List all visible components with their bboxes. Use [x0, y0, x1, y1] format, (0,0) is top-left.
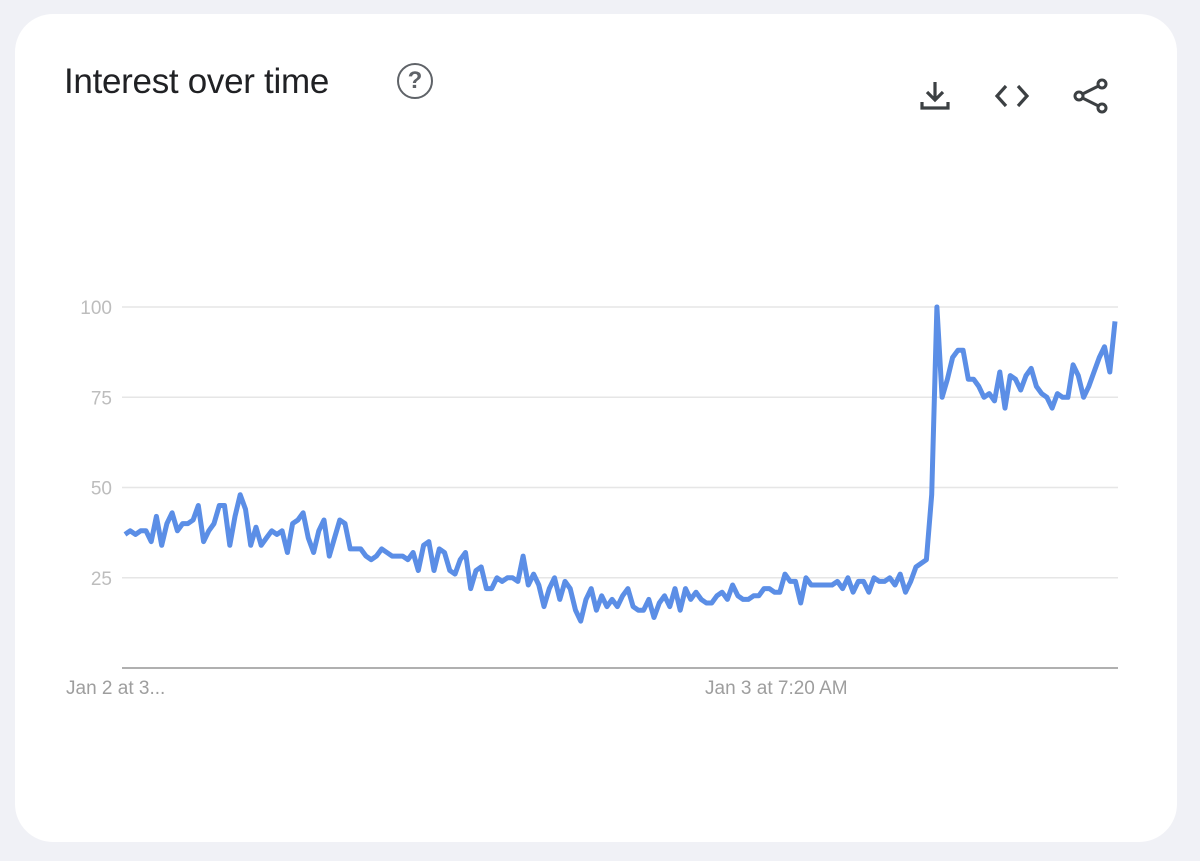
- share-icon[interactable]: [1071, 76, 1111, 116]
- y-tick-label: 100: [80, 298, 112, 319]
- x-tick-label: Jan 2 at 3...: [66, 678, 165, 699]
- card-title: Interest over time: [64, 62, 329, 101]
- x-tick-label: Jan 3 at 7:20 AM: [705, 678, 848, 699]
- y-tick-label: 25: [91, 569, 112, 590]
- help-circle-icon[interactable]: ?: [397, 63, 433, 99]
- embed-icon[interactable]: [992, 76, 1032, 116]
- download-icon[interactable]: [915, 76, 955, 116]
- y-tick-label: 50: [91, 479, 112, 500]
- y-tick-label: 75: [91, 388, 112, 409]
- series-line: [123, 304, 1118, 624]
- interest-over-time-card: [15, 14, 1177, 842]
